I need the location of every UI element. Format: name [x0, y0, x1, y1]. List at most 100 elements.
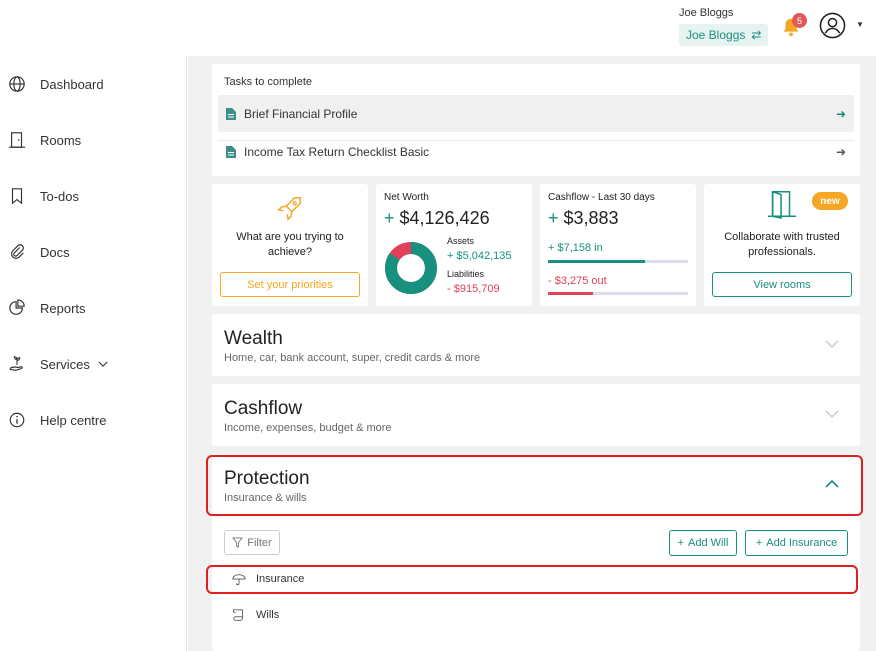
new-badge: new: [812, 192, 848, 210]
net-worth-donut-chart: [385, 242, 437, 294]
insurance-label: Insurance: [256, 573, 305, 585]
cashflow-out-track: [548, 292, 688, 295]
protection-title[interactable]: Protection: [224, 468, 310, 489]
notification-badge: 5: [792, 13, 807, 28]
scroll-icon: [232, 609, 243, 621]
sidebar-item-label: To-dos: [40, 188, 80, 204]
filter-icon: [232, 537, 244, 548]
document-icon: [226, 145, 236, 158]
add-insurance-button[interactable]: + Add Insurance: [745, 530, 848, 556]
chevron-down-icon: [98, 361, 108, 367]
cashflow-out-bar: [548, 292, 593, 295]
wealth-subtitle: Home, car, bank account, super, credit c…: [224, 352, 481, 364]
swap-icon: ⇄: [751, 28, 762, 42]
highlight-insurance-row: [206, 565, 858, 594]
cashflow-section[interactable]: Cashflow Income, expenses, budget & more: [212, 384, 860, 446]
globe-icon: [9, 76, 25, 92]
sidebar-item-label: Dashboard: [40, 76, 104, 92]
protection-section: Protection Insurance & wills Filter + Ad…: [212, 454, 860, 651]
main-content: Tasks to complete Brief Financial Profil…: [188, 56, 876, 651]
cashflow-value: + $3,883: [548, 208, 619, 228]
divider: [218, 140, 854, 141]
cashflow-in-track: [548, 260, 688, 263]
arrow-right-icon: ➜: [835, 106, 846, 121]
rooms-card: new Collaborate with trusted professiona…: [704, 184, 860, 306]
sidebar-item-services[interactable]: Services: [8, 352, 110, 376]
priorities-question: What are you trying to achieve?: [236, 231, 344, 258]
sidebar-item-label: Help centre: [40, 412, 107, 428]
liabilities-value: - $915,709: [447, 283, 500, 295]
list-item-wills[interactable]: Wills: [232, 604, 279, 626]
list-item-insurance[interactable]: Insurance: [232, 568, 304, 590]
account-switcher[interactable]: Joe Bloggs ⇄: [679, 24, 769, 46]
highlight-protection-header: [206, 455, 863, 516]
wealth-section[interactable]: Wealth Home, car, bank account, super, c…: [212, 314, 860, 376]
sidebar-item-todos[interactable]: To-dos: [8, 184, 79, 208]
top-bar: Joe Bloggs Joe Bloggs ⇄ 5 ▼: [0, 0, 876, 56]
wealth-title: Wealth: [224, 328, 283, 349]
cashflow-section-title: Cashflow: [224, 398, 303, 419]
door-icon: [8, 132, 26, 148]
sidebar-item-label: Docs: [40, 244, 70, 260]
door-icon: [767, 190, 797, 220]
tasks-title: Tasks to complete: [224, 76, 313, 88]
document-icon: [226, 107, 236, 120]
net-worth-value: + $4,126,426: [384, 208, 490, 228]
chevron-up-icon[interactable]: [824, 476, 840, 492]
task-label: Income Tax Return Checklist Basic: [244, 144, 430, 159]
chevron-down-icon[interactable]: [824, 336, 840, 352]
pie-chart-icon: [9, 299, 25, 315]
priorities-card: What are you trying to achieve? Set your…: [212, 184, 368, 306]
liabilities-label: Liabilities: [447, 269, 485, 279]
sidebar-item-dashboard[interactable]: Dashboard: [8, 72, 104, 96]
net-worth-title: Net Worth: [384, 192, 429, 203]
filter-label: Filter: [247, 536, 272, 549]
cashflow-title: Cashflow - Last 30 days: [548, 192, 655, 203]
assets-label: Assets: [447, 236, 475, 246]
account-label: Joe Bloggs: [686, 28, 746, 42]
umbrella-icon: [232, 574, 246, 586]
net-worth-card[interactable]: Net Worth + $4,126,426 Assets + $5,042,1…: [376, 184, 532, 306]
wills-label: Wills: [256, 609, 280, 621]
plus-icon: +: [755, 537, 763, 549]
paperclip-icon: [11, 244, 24, 259]
task-item[interactable]: Brief Financial Profile ➜: [218, 95, 854, 132]
assets-arc: [385, 242, 437, 294]
chevron-down-icon[interactable]: ▼: [856, 20, 864, 29]
add-will-button[interactable]: + Add Will: [669, 530, 737, 556]
user-avatar-icon[interactable]: [819, 12, 846, 39]
sidebar-item-reports[interactable]: Reports: [8, 296, 86, 320]
add-insurance-label: Add Insurance: [766, 537, 838, 549]
rocket-icon: [277, 196, 302, 221]
user-name: Joe Bloggs: [679, 7, 734, 19]
bookmark-icon: [11, 188, 23, 205]
task-label: Brief Financial Profile: [244, 106, 358, 121]
plus-icon: +: [677, 537, 685, 549]
task-item[interactable]: Income Tax Return Checklist Basic ➜: [218, 133, 854, 170]
cashflow-in-bar: [548, 260, 645, 263]
chevron-down-icon[interactable]: [824, 406, 840, 422]
cashflow-in-label: + $7,158 in: [548, 242, 603, 254]
cashflow-section-subtitle: Income, expenses, budget & more: [224, 422, 392, 434]
sidebar: Dashboard Rooms To-dos Docs Reports Serv…: [0, 56, 187, 651]
assets-value: + $5,042,135: [447, 250, 512, 262]
view-rooms-button[interactable]: View rooms: [712, 272, 852, 297]
sidebar-item-label: Rooms: [40, 132, 82, 148]
set-priorities-label: Set your priorities: [247, 278, 333, 291]
sidebar-item-label: Services: [40, 356, 90, 372]
sidebar-item-rooms[interactable]: Rooms: [8, 128, 81, 152]
cashflow-card[interactable]: Cashflow - Last 30 days + $3,883 + $7,15…: [540, 184, 696, 306]
protection-subtitle: Insurance & wills: [224, 492, 307, 504]
view-rooms-label: View rooms: [753, 278, 811, 291]
add-will-label: Add Will: [688, 537, 729, 549]
arrow-right-icon: ➜: [835, 144, 846, 159]
sidebar-item-help[interactable]: Help centre: [8, 408, 106, 432]
filter-button[interactable]: Filter: [224, 530, 280, 555]
tasks-card: Tasks to complete Brief Financial Profil…: [212, 64, 860, 176]
rooms-text: Collaborate with trusted professionals.: [724, 231, 840, 258]
cashflow-out-label: - $3,275 out: [548, 275, 607, 287]
sidebar-item-docs[interactable]: Docs: [8, 240, 70, 264]
set-priorities-button[interactable]: Set your priorities: [220, 272, 360, 297]
info-icon: [9, 412, 25, 428]
hand-plant-icon: [9, 356, 23, 371]
